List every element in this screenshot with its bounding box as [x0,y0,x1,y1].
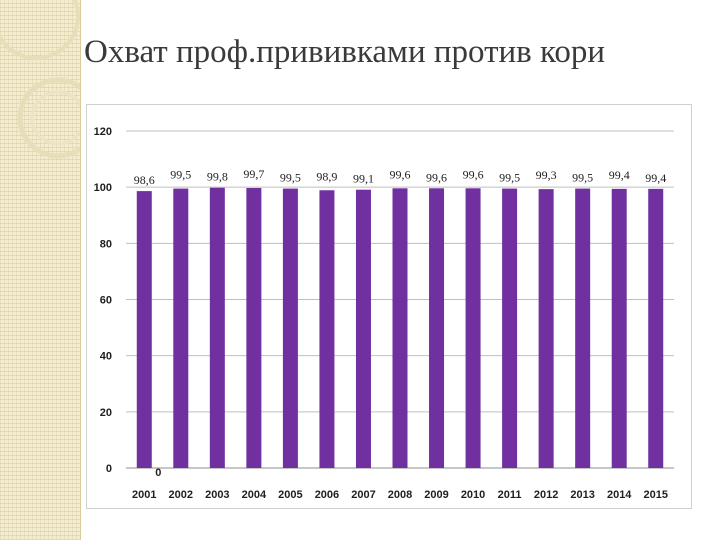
x-tick-label-2006: 2006 [315,489,339,501]
bar-2003 [209,187,225,468]
bar-2013 [575,188,591,468]
data-label-2004: 99,7 [243,167,264,181]
data-label-2011: 99,5 [499,171,520,185]
x-tick-label-2013: 2013 [570,489,594,501]
data-label-2015: 99,4 [645,171,666,185]
data-label-2002: 99,5 [170,168,191,182]
x-tick-label-2011: 2011 [498,489,522,501]
x-tick-label-2007: 2007 [351,489,375,501]
y-tick-label: 120 [94,126,112,138]
x-tick-label-2002: 2002 [169,489,193,501]
data-label-2005: 99,5 [280,171,301,185]
strip-divider [80,0,81,540]
y-tick-label: 40 [100,351,112,363]
x-tick-label-2014: 2014 [607,489,632,501]
bar-2001 [136,191,152,468]
bar-2010 [465,188,481,468]
y-tick-label: 20 [100,407,112,419]
decorative-left-strip [0,0,80,540]
x-tick-label-2005: 2005 [278,489,302,501]
x-tick-label-2008: 2008 [388,489,412,501]
page-title: Охват проф.прививками против кори [84,34,606,70]
data-label-2009: 99,6 [426,170,447,184]
bar-2012 [538,189,554,468]
data-label-2010: 99,6 [463,167,484,181]
bar-2006 [319,190,335,468]
data-label-2006: 98,9 [316,169,337,183]
bar-2007 [355,189,371,469]
data-label-2008: 99,6 [390,167,411,181]
y-tick-label: 60 [100,295,112,307]
data-label-2014: 99,4 [609,168,630,182]
data-label-2013: 99,5 [572,171,593,185]
x-tick-label-2001: 2001 [132,489,156,501]
x-tick-label-2010: 2010 [461,489,485,501]
x-tick-label-2012: 2012 [534,489,558,501]
annotation-label: 0 [155,467,161,479]
data-label-2003: 99,8 [207,170,228,184]
y-tick-label: 0 [106,463,112,475]
data-label-2007: 99,1 [353,172,374,186]
x-tick-label-2009: 2009 [424,489,448,501]
x-tick-label-2003: 2003 [205,489,229,501]
bar-2005 [282,188,298,468]
x-tick-label-2015: 2015 [643,489,667,501]
bar-2009 [429,188,445,468]
bar-chart: 0 20 40 60 80 100 120 98,6 2001 99,5 2002 99,8 2003 9… [86,104,692,509]
bar-2011 [502,188,518,468]
data-label-2001: 98,6 [134,173,155,187]
bar-2014 [611,188,627,468]
y-tick-label: 80 [100,238,112,250]
x-tick-label-2004: 2004 [242,489,267,501]
circle-ornament-icon [0,0,80,159]
bar-2015 [648,188,664,468]
data-label-2012: 99,3 [536,168,557,182]
bar-2008 [392,188,408,468]
bar-2002 [173,188,189,468]
bar-2004 [246,188,262,468]
y-tick-label: 100 [94,182,112,194]
